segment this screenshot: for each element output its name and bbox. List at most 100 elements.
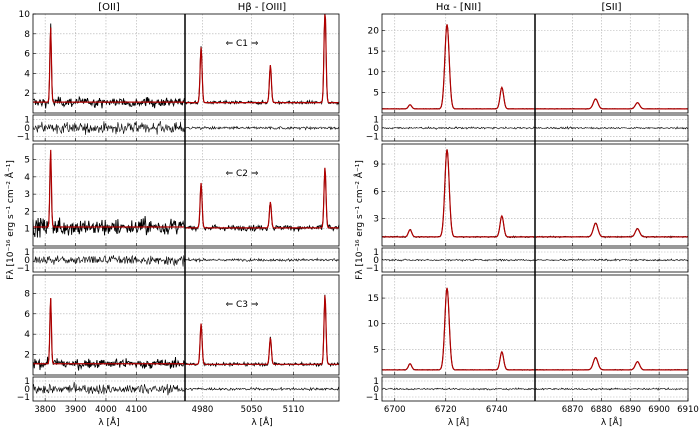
model-fit [382, 24, 535, 110]
x-tick-label: 4100 [126, 405, 148, 415]
residual-line [184, 256, 340, 263]
model-fit [185, 295, 339, 365]
y-tick-label: 4 [24, 173, 30, 183]
x-tick-label: 5050 [241, 405, 263, 415]
residual-tick-label: −1 [366, 133, 379, 143]
model-fit [33, 149, 185, 228]
residual-line [534, 125, 689, 130]
x-tick-label: 6880 [591, 405, 613, 415]
y-tick-label: 10 [19, 10, 31, 20]
y-tick-label: 10 [368, 320, 380, 330]
y-tick-label: 6 [373, 187, 379, 197]
x-tick-label: 6890 [619, 405, 641, 415]
x-tick-label: 4000 [95, 405, 117, 415]
segment-title: [SII] [601, 2, 621, 13]
observed-spectrum [32, 154, 186, 238]
x-tick-label: 6870 [562, 405, 584, 415]
observed-spectrum [32, 23, 186, 109]
segment-title: Hα - [NII] [436, 2, 481, 13]
residual-line [184, 386, 340, 392]
model-fit [185, 13, 339, 104]
residual-tick-label: −1 [366, 264, 379, 274]
residual-tick-label: −1 [366, 393, 379, 403]
y-tick-label: 8 [24, 289, 30, 299]
residual-line [32, 381, 186, 396]
y-tick-label: 3 [24, 190, 30, 200]
x-tick-label: 6900 [648, 405, 670, 415]
y-tick-label: 6 [24, 310, 30, 320]
residual-frame [32, 114, 340, 142]
residual-frame [32, 247, 340, 273]
residual-tick-label: 0 [24, 385, 30, 395]
observed-spectrum [184, 294, 340, 368]
x-axis-label: λ [Å] [601, 416, 622, 428]
x-axis-label: λ [Å] [251, 416, 272, 428]
y-tick-label: 4 [24, 69, 30, 79]
residual-line [184, 125, 340, 131]
residual-tick-label: 0 [24, 256, 30, 266]
model-fit [535, 98, 688, 110]
y-tick-label: 20 [368, 27, 380, 37]
residual-frame [32, 376, 340, 402]
x-tick-label: 6700 [384, 405, 406, 415]
model-fit [535, 356, 688, 371]
y-tick-label: 15 [368, 294, 379, 304]
residual-tick-label: 0 [373, 256, 379, 266]
y-tick-label: 15 [368, 47, 379, 57]
y-tick-label: 5 [373, 345, 379, 355]
y-tick-label: 2 [24, 89, 30, 99]
clump-label: ⇐ C1 ⇒ [226, 39, 259, 49]
y-tick-label: 10 [368, 68, 380, 78]
model-fit [33, 298, 185, 365]
residual-tick-label: 0 [373, 124, 379, 134]
residual-line [381, 258, 536, 262]
segment-title: Hβ - [OIII] [238, 2, 286, 13]
residual-line [381, 126, 536, 131]
clump-label: ⇐ C3 ⇒ [226, 300, 259, 310]
model-fit [535, 222, 688, 238]
observed-spectrum [184, 13, 340, 106]
observed-spectrum [381, 24, 536, 110]
observed-spectrum [381, 149, 536, 239]
residual-tick-label: 1 [373, 377, 379, 387]
residual-tick-label: 0 [373, 385, 379, 395]
residual-tick-label: 1 [24, 115, 30, 125]
y-tick-label: 2 [24, 207, 30, 217]
x-tick-label: 3800 [34, 405, 56, 415]
residual-line [381, 387, 536, 391]
residual-line [32, 120, 186, 135]
y-tick-label: 6 [24, 50, 30, 60]
panel-frame [32, 143, 340, 247]
residual-line [534, 387, 689, 391]
model-fit [382, 287, 535, 371]
residual-tick-label: 0 [24, 124, 30, 134]
y-axis-label: Fλ [10⁻¹⁶ erg s⁻¹ cm⁻² Å⁻¹] [353, 160, 365, 280]
x-tick-label: 4980 [192, 405, 214, 415]
y-tick-label: 9 [373, 160, 379, 170]
observed-spectrum [184, 168, 340, 233]
residual-tick-label: 1 [373, 248, 379, 258]
x-axis-label: λ [Å] [98, 416, 119, 428]
x-axis-label: λ [Å] [448, 416, 469, 428]
model-fit [33, 27, 185, 103]
y-tick-label: 2 [24, 351, 30, 361]
observed-spectrum [381, 287, 536, 371]
observed-spectrum [534, 222, 689, 239]
panel-frame [32, 13, 340, 114]
residual-line [32, 254, 186, 267]
y-tick-label: 3 [373, 215, 379, 225]
x-tick-label: 6720 [435, 405, 457, 415]
residual-tick-label: 1 [373, 115, 379, 125]
observed-spectrum [32, 298, 186, 371]
residual-tick-label: 1 [24, 248, 30, 258]
segment-title: [OII] [98, 2, 120, 13]
observed-spectrum [534, 356, 689, 371]
panel-frame [32, 274, 340, 376]
y-axis-label: Fλ [10⁻¹⁶ erg s⁻¹ cm⁻² Å⁻¹] [4, 160, 16, 280]
y-tick-label: 5 [373, 88, 379, 98]
y-tick-label: 4 [24, 330, 30, 340]
x-tick-label: 3900 [65, 405, 87, 415]
residual-tick-label: 1 [24, 377, 30, 387]
y-tick-label: 8 [24, 30, 30, 40]
